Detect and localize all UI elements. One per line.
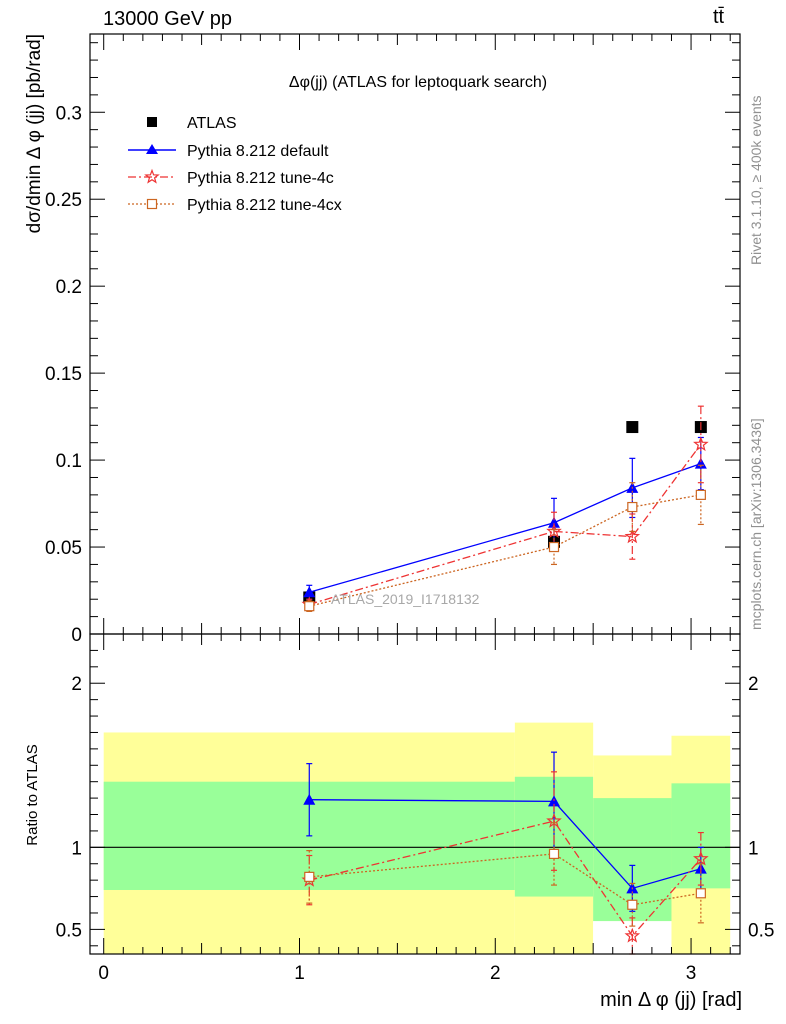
ratio-y-tick-label-right: 0.5 xyxy=(748,920,774,941)
main-series-2-point-3-marker xyxy=(693,436,709,452)
ratio-plot-frame xyxy=(89,633,741,955)
legend: ATLAS Pythia 8.212 default Pythia 8.212 … xyxy=(128,115,342,214)
ratio-y-tick-label: 1 xyxy=(71,838,82,859)
header-left-label: 13000 GeV pp xyxy=(103,8,232,30)
axes-group: 0 0.05 0.1 0.15 0.2 0.25 0.3 0.5 0.5 1 1 2 2 0 1 2 3 xyxy=(45,34,774,984)
x-axis-title: min Δ φ (jj) [rad] xyxy=(600,989,742,1011)
main-series-3-line xyxy=(309,494,701,607)
main-series-group xyxy=(301,405,709,612)
ratio-uncertainty-bands xyxy=(90,722,740,954)
main-series-0-point-2-marker xyxy=(626,421,639,434)
main-series-1-line xyxy=(309,462,702,593)
legend-marker-default xyxy=(146,144,158,154)
main-y-axis-title: dσ/dmin Δ φ (jj) [pb/rad] xyxy=(24,34,45,233)
legend-marker-tune4cx xyxy=(146,198,158,210)
x-tick-label: 0 xyxy=(98,963,109,984)
main-y-tick-label: 0.25 xyxy=(45,190,82,211)
chart-title: Δφ(jj) (ATLAS for leptoquark search) xyxy=(289,74,547,91)
ratio-y-tick-label-right: 2 xyxy=(748,674,759,695)
ratio-series-1-line xyxy=(309,820,702,937)
main-y-tick-label: 0.3 xyxy=(56,103,82,124)
legend-marker-tune4c xyxy=(144,168,160,184)
header-right-label: tt̄ xyxy=(713,6,725,28)
ratio-series-2-point-3-marker xyxy=(695,888,706,899)
legend-label-default: Pythia 8.212 default xyxy=(187,143,329,160)
ratio-series-group xyxy=(301,751,709,955)
ratio-series-1-point-3-marker xyxy=(693,850,709,866)
x-tick-label: 1 xyxy=(294,963,305,984)
main-series-1-point-0-marker xyxy=(303,586,316,598)
legend-label-tune4cx: Pythia 8.212 tune-4cx xyxy=(187,197,342,214)
main-y-tick-label: 0.15 xyxy=(45,364,82,385)
analysis-watermark: ATLAS_2019_I1718132 xyxy=(331,591,480,607)
main-series-1-point-1-marker xyxy=(548,516,561,528)
ratio-series-1-point-2-marker xyxy=(624,927,641,943)
ratio-series-2-point-2-marker xyxy=(627,899,638,910)
ratio-series-0-point-1-marker xyxy=(548,795,561,807)
main-series-3-point-2-marker xyxy=(627,501,638,513)
ratio-series-2-point-1-marker xyxy=(548,848,560,859)
main-series-3-point-0-marker xyxy=(304,601,315,612)
rivet-version-label: Rivet 3.1.10, ≥ 400k events xyxy=(748,95,764,265)
ratio-y-tick-label-right: 1 xyxy=(748,838,759,859)
legend-marker-atlas xyxy=(147,117,157,127)
ratio-series-2-point-0-marker xyxy=(304,871,315,882)
ratio-series-0-point-0-marker xyxy=(303,793,316,805)
main-y-tick-label: 0.1 xyxy=(56,451,82,472)
legend-label-atlas: ATLAS xyxy=(187,115,237,132)
ratio-series-2-line xyxy=(309,853,701,906)
main-y-tick-label: 0.2 xyxy=(56,277,82,298)
mcplots-source-label: mcplots.cern.ch [arXiv:1306.3436] xyxy=(748,418,764,630)
ratio-y-tick-label: 0.5 xyxy=(56,920,82,941)
legend-label-tune4c: Pythia 8.212 tune-4c xyxy=(187,170,334,187)
main-series-3-point-1-marker xyxy=(548,541,560,553)
main-y-tick-label: 0 xyxy=(71,625,82,646)
main-series-2-point-2-marker xyxy=(624,528,641,544)
ratio-series-0-line xyxy=(309,799,701,890)
main-y-tick-label: 0.05 xyxy=(45,538,82,559)
x-tick-label: 2 xyxy=(490,963,501,984)
ratio-y-axis-title: Ratio to ATLAS xyxy=(24,744,41,845)
main-series-3-point-3-marker xyxy=(695,489,706,500)
main-series-2-line xyxy=(309,444,702,606)
x-tick-label: 3 xyxy=(686,963,697,984)
ratio-y-tick-label: 2 xyxy=(71,674,82,695)
